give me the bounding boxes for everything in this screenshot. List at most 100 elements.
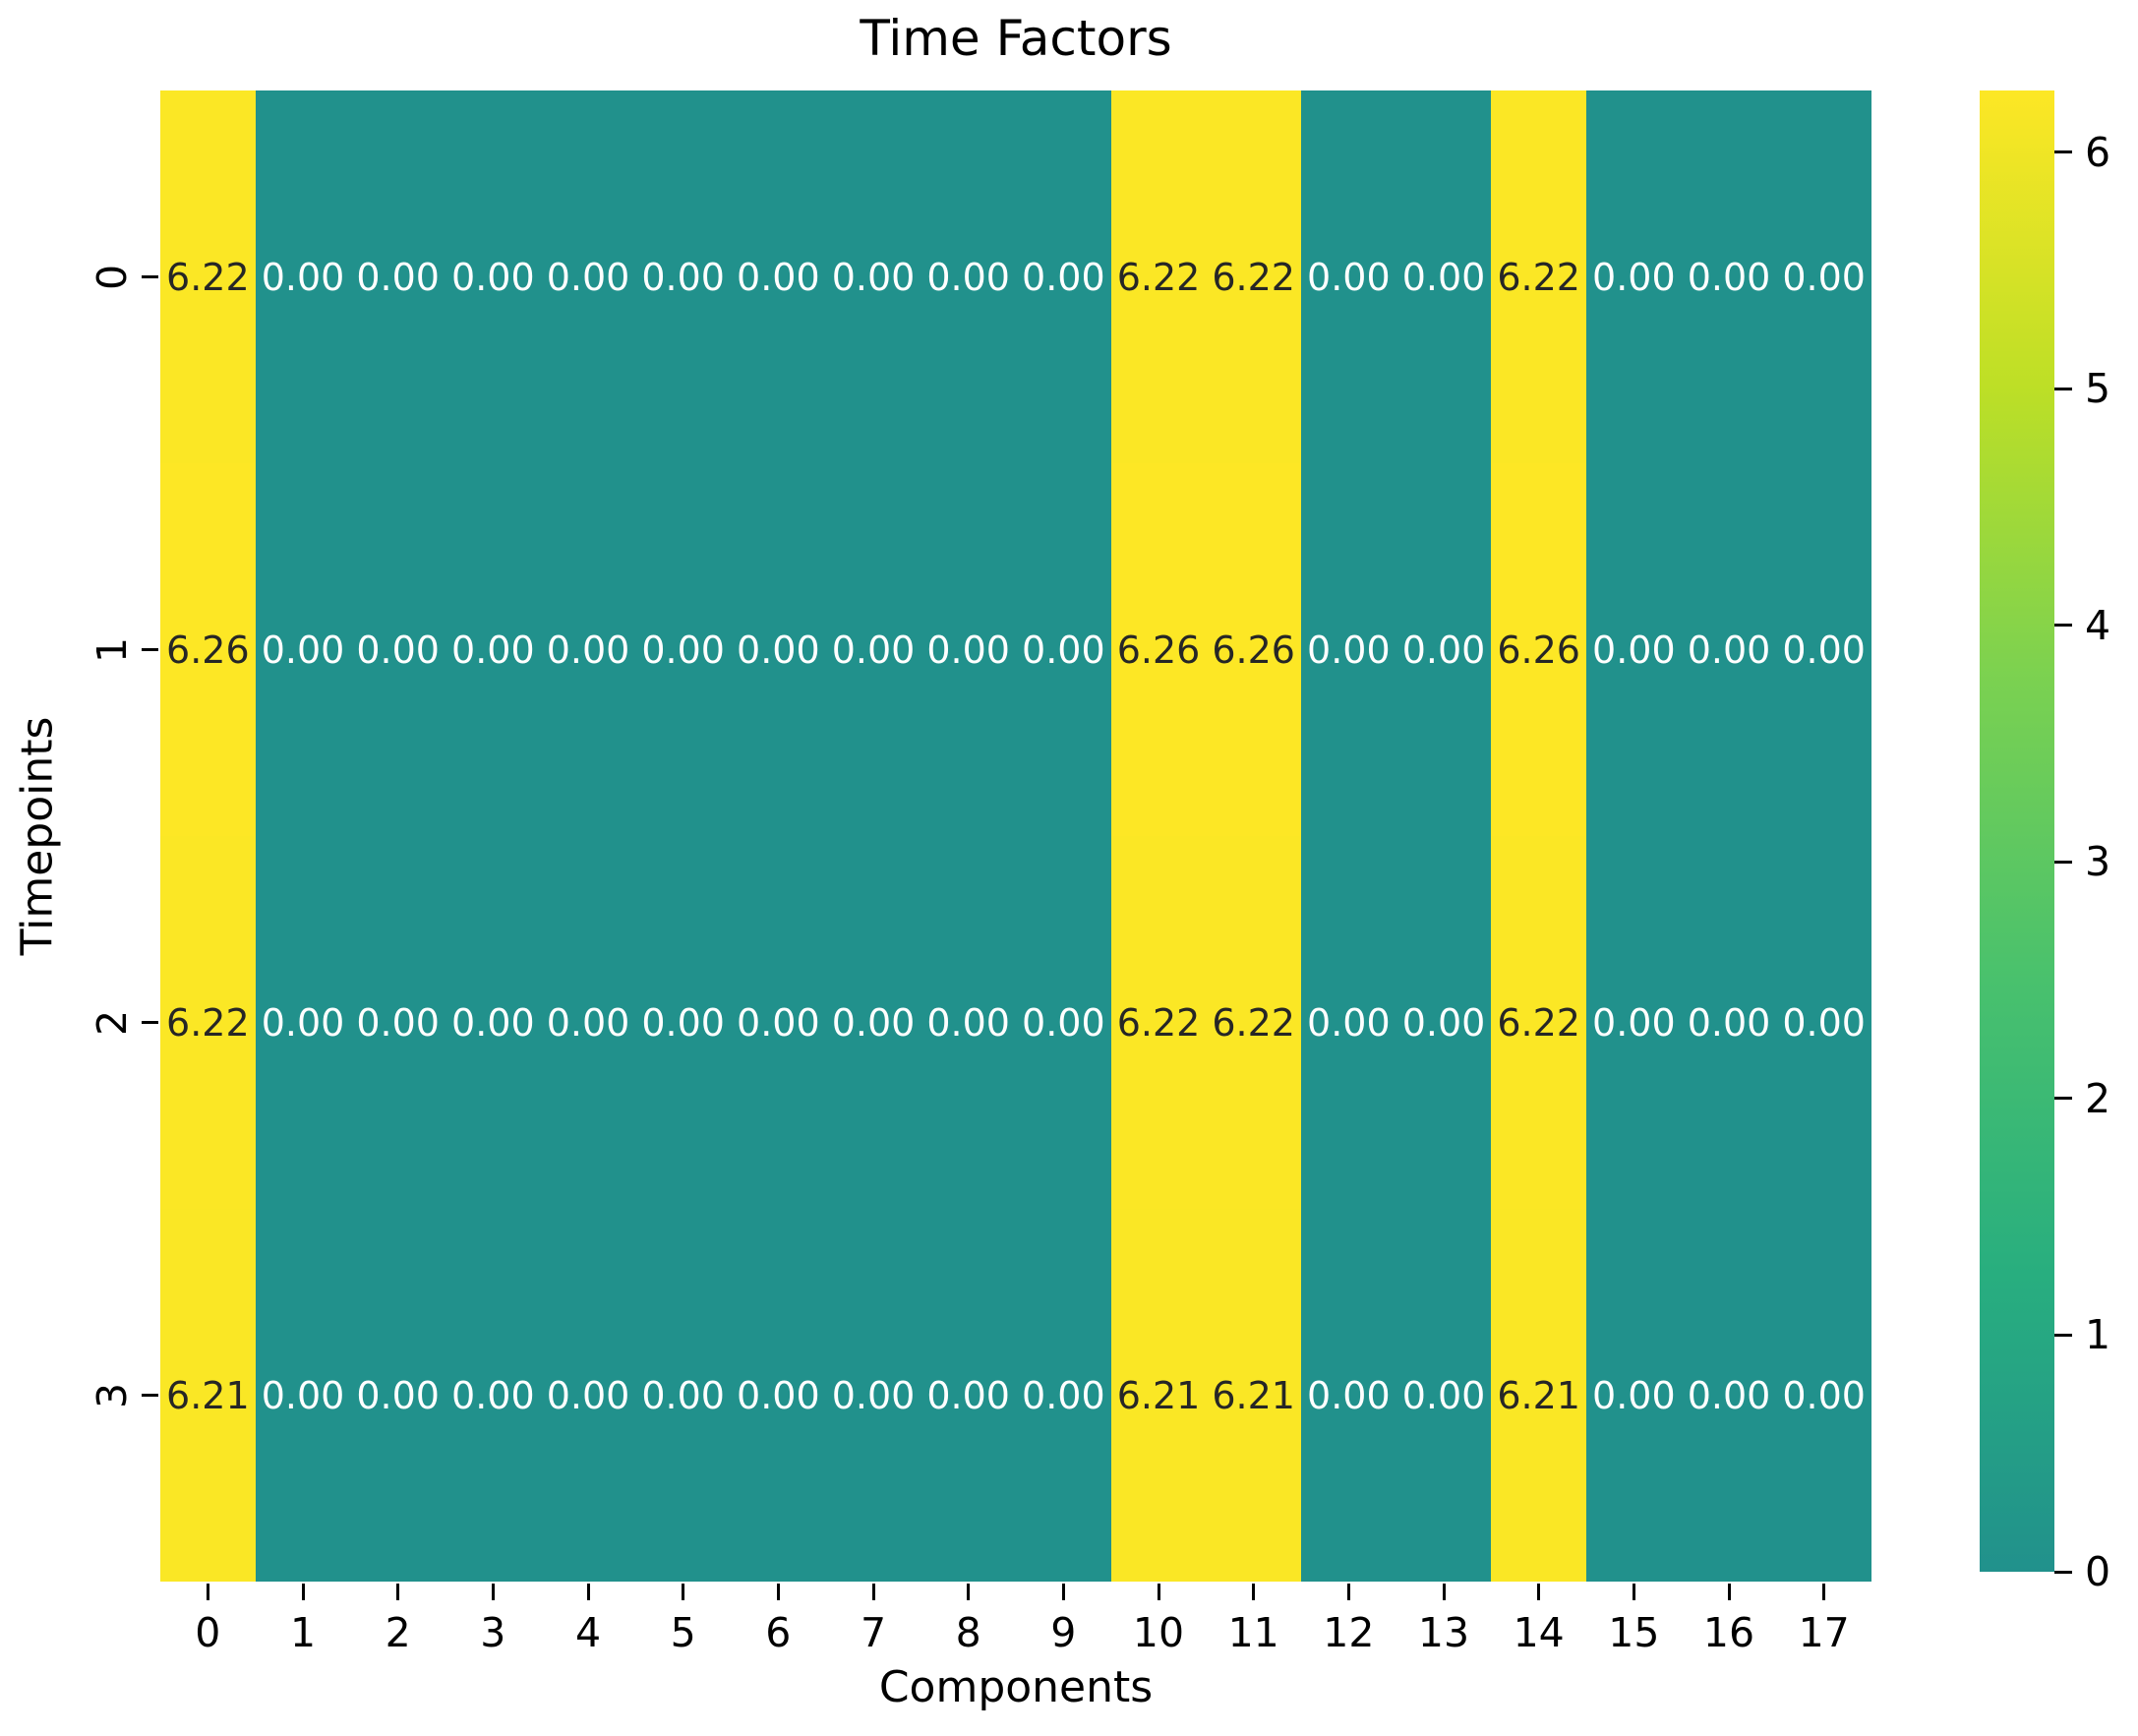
x-tick-mark (1061, 1584, 1065, 1600)
heatmap-cell: 0.00 (1015, 90, 1111, 463)
x-tick-label: 17 (1798, 1609, 1850, 1656)
heatmap-cell: 0.00 (825, 1209, 921, 1582)
heatmap-cell: 0.00 (540, 1209, 636, 1582)
colorbar-tick-mark (2054, 1570, 2072, 1574)
heatmap-cell: 0.00 (1396, 463, 1492, 836)
heatmap-cell: 0.00 (445, 463, 541, 836)
x-tick-mark (1537, 1584, 1541, 1600)
y-tick-label: 1 (89, 636, 136, 663)
heatmap-cell: 0.00 (635, 1209, 731, 1582)
cell-value: 0.00 (737, 1000, 820, 1045)
colorbar-tick-mark (2054, 387, 2072, 390)
heatmap-cell: 0.00 (540, 463, 636, 836)
x-tick-label: 7 (860, 1609, 887, 1656)
cell-value: 0.00 (641, 255, 725, 299)
heatmap-cell: 0.00 (1681, 836, 1777, 1209)
cell-value: 0.00 (737, 628, 820, 672)
cell-value: 0.00 (261, 1000, 345, 1045)
y-tick-label: 3 (89, 1382, 136, 1408)
cell-value: 0.00 (737, 255, 820, 299)
x-tick-label: 13 (1417, 1609, 1470, 1656)
heatmap-cell: 0.00 (1015, 836, 1111, 1209)
colorbar-tick-label: 2 (2085, 1074, 2111, 1122)
heatmap-cell: 0.00 (825, 90, 921, 463)
x-tick-mark (1727, 1584, 1731, 1600)
heatmap-cell: 6.21 (1110, 1209, 1207, 1582)
cell-value: 0.00 (831, 1373, 916, 1417)
cell-value: 0.00 (356, 628, 440, 672)
y-tick-mark (142, 648, 158, 651)
colorbar-tick-mark (2054, 1333, 2072, 1337)
cell-value: 0.00 (926, 255, 1010, 299)
x-tick-label: 5 (670, 1609, 696, 1656)
cell-value: 0.00 (641, 1000, 725, 1045)
cell-value: 0.00 (546, 255, 630, 299)
heatmap-cell: 6.21 (160, 1209, 256, 1582)
heatmap-cell: 6.26 (1110, 463, 1207, 836)
colorbar (1980, 90, 2054, 1572)
heatmap-cell: 0.00 (255, 1209, 351, 1582)
cell-value: 6.26 (1497, 628, 1580, 672)
cell-value: 0.00 (831, 255, 916, 299)
cell-value: 0.00 (1687, 1373, 1771, 1417)
x-tick-mark (1252, 1584, 1256, 1600)
cell-value: 0.00 (831, 628, 916, 672)
cell-value: 0.00 (1022, 1000, 1105, 1045)
cell-value: 0.00 (1307, 628, 1391, 672)
chart-title: Time Factors (860, 10, 1172, 67)
heatmap-cell: 0.00 (255, 463, 351, 836)
cell-value: 0.00 (926, 1373, 1010, 1417)
colorbar-tick-label: 4 (2085, 601, 2111, 649)
x-tick-mark (301, 1584, 305, 1600)
heatmap-cell: 0.00 (255, 90, 351, 463)
x-tick-label: 6 (765, 1609, 792, 1656)
heatmap-cell: 0.00 (1300, 463, 1396, 836)
x-axis-label: Components (878, 1662, 1154, 1712)
x-tick-mark (491, 1584, 495, 1600)
x-tick-mark (682, 1584, 685, 1600)
heatmap-cell: 0.00 (1776, 836, 1871, 1209)
heatmap-cell: 6.22 (1110, 90, 1207, 463)
heatmap-cell: 0.00 (730, 463, 826, 836)
y-axis-label: Timepoints (12, 716, 63, 956)
heatmap-cell: 0.00 (1396, 1209, 1492, 1582)
heatmap-cell: 6.22 (1206, 90, 1301, 463)
cell-value: 0.00 (1401, 255, 1486, 299)
heatmap-cell: 6.22 (1491, 836, 1586, 1209)
cell-value: 0.00 (831, 1000, 916, 1045)
heatmap-cell: 0.00 (255, 836, 351, 1209)
cell-value: 0.00 (1592, 1373, 1676, 1417)
heatmap-cell: 0.00 (825, 463, 921, 836)
colorbar-tick-label: 6 (2085, 128, 2111, 176)
heatmap-cell: 0.00 (1300, 1209, 1396, 1582)
heatmap-cell: 6.22 (160, 90, 256, 463)
heatmap-cell: 0.00 (1585, 836, 1682, 1209)
heatmap-cell: 0.00 (1776, 1209, 1871, 1582)
colorbar-tick-mark (2054, 860, 2072, 864)
cell-value: 6.22 (1116, 1000, 1201, 1045)
heatmap-cell: 0.00 (921, 836, 1016, 1209)
cell-value: 6.22 (1116, 255, 1201, 299)
heatmap-cell: 0.00 (1015, 1209, 1111, 1582)
heatmap-cell: 0.00 (635, 463, 731, 836)
heatmap-cell: 0.00 (921, 1209, 1016, 1582)
cell-value: 0.00 (261, 628, 345, 672)
heatmap-cell: 0.00 (1776, 90, 1871, 463)
y-tick-label: 2 (89, 1009, 136, 1036)
cell-value: 6.22 (1212, 1000, 1295, 1045)
heatmap-cell: 0.00 (635, 90, 731, 463)
cell-value: 0.00 (1782, 1000, 1866, 1045)
heatmap-cell: 0.00 (445, 1209, 541, 1582)
heatmap-cell: 0.00 (635, 836, 731, 1209)
heatmap-cell: 0.00 (1681, 90, 1777, 463)
cell-value: 0.00 (1687, 1000, 1771, 1045)
cell-value: 0.00 (451, 1373, 535, 1417)
y-tick-mark (142, 275, 158, 278)
cell-value: 0.00 (1592, 1000, 1676, 1045)
x-tick-label: 10 (1132, 1609, 1185, 1656)
x-tick-mark (1822, 1584, 1826, 1600)
x-tick-label: 1 (289, 1609, 317, 1656)
colorbar-tick-mark (2054, 1097, 2072, 1101)
heatmap-cell: 0.00 (540, 90, 636, 463)
